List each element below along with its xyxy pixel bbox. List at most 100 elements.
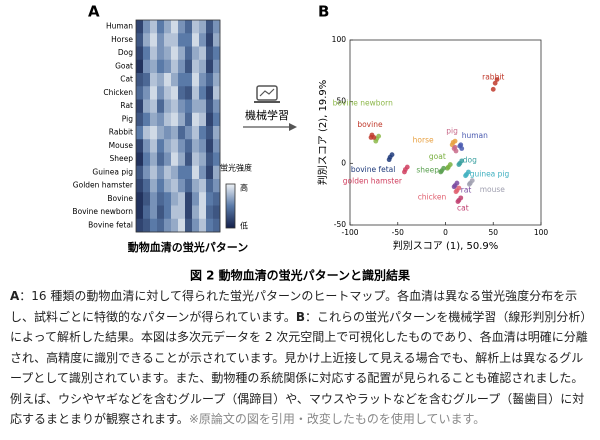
point-label: guinea pig [470,169,510,178]
heatmap-cell [206,192,214,206]
heatmap-cell [157,179,165,193]
point-label: rat [461,186,472,195]
point [373,138,379,144]
heatmap-cell [171,73,179,87]
heatmap-cell [143,86,151,100]
heatmap-cell [171,86,179,100]
heatmap-cell [192,86,200,100]
point [452,144,458,150]
x-axis-title: 判別スコア (1), 50.9% [393,240,498,252]
heatmap-cell [164,86,172,100]
heatmap-cell [143,152,151,167]
y-tick-label: 100 [332,35,347,44]
heatmap-cell [150,192,158,206]
heatmap-cell [157,152,165,167]
heatmap-cell [157,33,165,47]
heatmap-cell [136,152,144,167]
heatmap-cell [136,86,144,100]
heatmap-cell [213,218,221,233]
heatmap-cell [213,179,221,193]
heatmap-cell [192,112,200,127]
heatmap-cell [199,73,207,87]
heatmap-cell [157,20,165,34]
point [458,195,464,201]
row-label: Goat [115,61,133,70]
heatmap-cell [192,179,200,193]
point [458,142,464,148]
heatmap-cell [164,218,172,233]
point-label: cat [457,203,469,212]
heatmap-cell [206,218,214,233]
heatmap-cell [192,99,200,114]
point-label: pig [446,127,458,136]
point [490,86,496,92]
paragraph-label: A [10,289,20,303]
paragraph-text: ：これらの蛍光パターンを機械学習（線形判別分析）によって解析した結果。本図は多次… [10,309,588,427]
heatmap-cell [164,46,172,61]
heatmap-cell [150,165,158,180]
heatmap-cell [164,59,172,74]
heatmap-cell [213,20,221,34]
point [453,189,459,195]
heatmap-cell [157,126,165,140]
heatmap-cell [164,192,172,206]
heatmap-cell [143,33,151,47]
heatmap-cell [178,192,186,206]
point [389,152,395,158]
y-tick-label: 50 [336,97,346,106]
heatmap-cell [150,59,158,74]
heatmap-cell [178,139,186,153]
point [494,77,500,82]
heatmap-cell [150,126,158,140]
paragraph-label: B [295,309,305,324]
heatmap-cell [199,126,207,140]
heatmap-cell [150,139,158,153]
heatmap-cell [150,218,158,233]
heatmap-cell [136,192,144,206]
heatmap-cell [213,99,221,114]
heatmap-cell [157,59,165,74]
point [445,165,450,171]
heatmap-cell [143,192,151,206]
heatmap-cell [171,126,179,140]
heatmap-frame [135,19,221,233]
point-label: mouse [480,185,506,194]
heatmap-cell [213,126,221,140]
heatmap-cell [143,20,151,34]
heatmap-cell [206,139,214,153]
heatmap-cell [178,152,186,167]
figure-caption: 図 2 動物血清の蛍光パターンと識別結果 [190,268,410,283]
paragraph-text: ：16 種類の動物血清に対して得られた蛍光パターンのヒートマップ。各血清は異なる… [10,289,578,324]
heatmap-cell [185,73,193,87]
point [447,162,453,167]
heatmap-cell [206,179,214,193]
point [441,165,446,171]
row-label: Pig [122,114,133,123]
heatmap-cell [150,99,158,114]
heatmap-cell [199,179,207,193]
heatmap-cell [150,152,158,167]
heatmap-cell [164,112,172,127]
point [368,135,374,140]
x-tick-label: -100 [341,228,358,237]
panel-label: B [318,3,329,21]
heatmap-cell [199,152,207,167]
point [469,178,475,184]
row-label: Bovine newborn [72,207,133,216]
heatmap-cell [206,86,214,100]
heatmap-cell [178,112,186,127]
heatmap-cell [171,59,179,74]
heatmap-cell [164,205,172,220]
heatmap-cell [213,205,221,220]
heatmap-cell [136,179,144,193]
y-axis-title: 判別スコア (2), 19.9% [317,80,329,185]
heatmap-cell [206,165,214,180]
heatmap-cell [185,152,193,167]
row-label: Rat [120,101,133,110]
row-label: Human [106,22,133,31]
row-label: Bovine [107,194,133,203]
x-tick-label: 50 [488,228,498,237]
heatmap-cell [143,205,151,220]
panel-label: A [88,3,100,21]
